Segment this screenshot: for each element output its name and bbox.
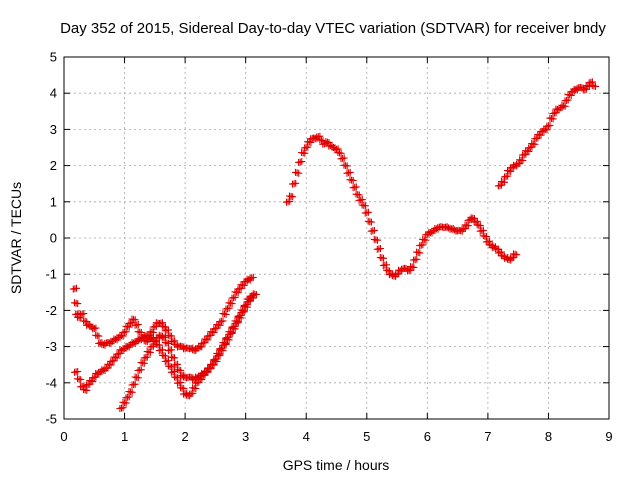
y-tick-label: -5: [45, 412, 57, 427]
data-point: [137, 366, 145, 374]
y-tick-label: -3: [45, 339, 57, 354]
x-tick-label: 4: [303, 429, 310, 444]
series-3: [116, 293, 257, 412]
data-point: [249, 294, 257, 302]
data-point: [219, 317, 227, 325]
series-1: [69, 273, 257, 355]
x-tick-label: 5: [363, 429, 370, 444]
data-point: [171, 354, 179, 362]
y-axis-label: SDTVAR / TECUs: [8, 182, 24, 294]
data-point: [374, 236, 381, 244]
y-tick-label: 1: [50, 194, 57, 209]
data-point: [367, 218, 375, 226]
y-tick-label: 0: [50, 231, 57, 246]
data-point: [410, 263, 418, 271]
data-point: [343, 162, 351, 170]
data-point: [352, 183, 360, 191]
series-5: [494, 78, 599, 190]
y-tick-label: 3: [50, 122, 57, 137]
data-point: [80, 310, 88, 318]
data-point: [74, 300, 82, 308]
data-point: [77, 376, 85, 384]
data-point: [168, 346, 176, 354]
data-point: [252, 291, 260, 298]
y-tick-label: -2: [45, 303, 57, 318]
data-point: [413, 255, 421, 263]
x-tick-label: 6: [424, 429, 431, 444]
data-point: [377, 245, 384, 252]
data-point: [134, 321, 142, 328]
y-tick-label: -1: [45, 267, 57, 282]
data-point: [592, 82, 599, 90]
data-point: [165, 339, 172, 347]
data-point: [380, 254, 387, 262]
x-tick-label: 9: [605, 429, 612, 444]
data-point: [298, 158, 306, 166]
y-tick-label: 4: [50, 86, 57, 101]
data-point: [370, 226, 378, 234]
data-point: [128, 388, 136, 396]
data-point: [131, 380, 139, 388]
data-point: [513, 251, 521, 259]
data-point: [74, 368, 82, 375]
data-points: [69, 78, 599, 412]
data-point: [134, 374, 142, 382]
data-point: [349, 177, 357, 184]
x-tick-label: 7: [484, 429, 491, 444]
data-point: [416, 249, 424, 257]
x-tick-label: 8: [545, 429, 552, 444]
data-point: [73, 284, 80, 292]
chart-title: Day 352 of 2015, Sidereal Day-to-day VTE…: [60, 20, 606, 37]
data-point: [289, 193, 297, 201]
data-point: [295, 169, 303, 177]
data-point: [249, 273, 257, 281]
data-point: [546, 121, 554, 129]
axis-ticks: 0 1 2 3 4 5 6 7 8 9 -5 -4 -3 -2 -1 0 1 2 3 4 5: [45, 50, 612, 445]
x-tick-label: 3: [242, 429, 249, 444]
data-point: [346, 168, 354, 176]
series-4: [283, 132, 521, 280]
y-tick-label: 5: [50, 50, 57, 65]
y-tick-label: 2: [50, 158, 57, 173]
x-tick-label: 1: [121, 429, 128, 444]
y-tick-label: -4: [45, 375, 57, 390]
data-point: [364, 208, 372, 216]
data-point: [292, 179, 300, 187]
x-tick-label: 2: [181, 429, 188, 444]
data-point: [361, 202, 369, 210]
data-point: [95, 332, 103, 340]
grid-lines: [64, 57, 609, 419]
data-point: [92, 324, 100, 332]
x-tick-label: 0: [60, 429, 67, 444]
data-point: [340, 154, 348, 162]
x-axis-label: GPS time / hours: [283, 457, 390, 473]
